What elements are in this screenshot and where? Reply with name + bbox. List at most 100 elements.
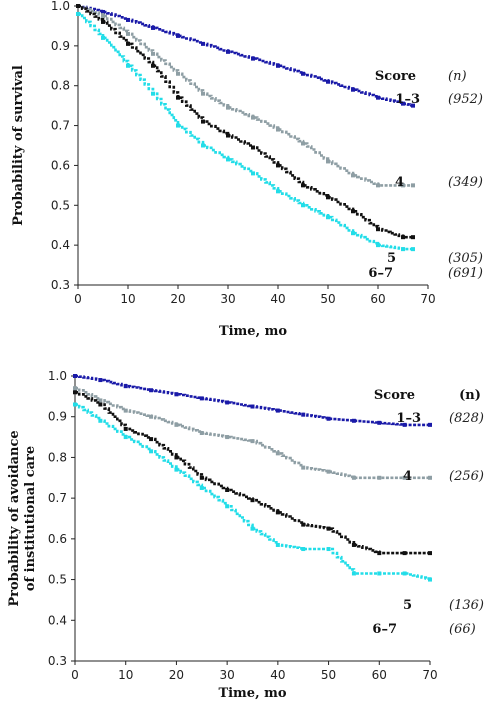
- data-point: [351, 542, 356, 547]
- data-point: [428, 475, 432, 480]
- data-point: [351, 571, 356, 576]
- data-point: [411, 183, 415, 188]
- x-tick-label: 10: [120, 292, 135, 306]
- data-point: [428, 551, 432, 556]
- data-point: [226, 105, 230, 110]
- data-point: [428, 577, 432, 582]
- data-point: [401, 235, 405, 240]
- data-point: [301, 71, 305, 76]
- y-tick-label: 0.7: [51, 119, 70, 133]
- data-point: [123, 426, 128, 431]
- data-point: [176, 123, 180, 128]
- data-point: [226, 157, 230, 162]
- data-point: [201, 143, 205, 148]
- data-point: [199, 475, 204, 480]
- data-point: [151, 25, 155, 30]
- series-line-1–3: [75, 374, 430, 427]
- data-point: [250, 498, 255, 503]
- series-score-label: 1–3: [396, 411, 421, 426]
- data-point: [101, 35, 105, 40]
- series-score-label: 6–7: [368, 266, 393, 281]
- data-point: [301, 522, 306, 527]
- y-tick-label: 0.6: [51, 158, 70, 172]
- data-point: [251, 145, 255, 150]
- legend-header-score: Score: [374, 388, 415, 403]
- data-point: [250, 439, 255, 444]
- data-point: [275, 408, 280, 413]
- data-point: [326, 195, 330, 200]
- x-tick-label: 70: [420, 292, 435, 306]
- data-point: [351, 475, 356, 480]
- data-point: [98, 418, 103, 423]
- x-tick-label: 40: [270, 668, 285, 682]
- data-point: [123, 435, 128, 440]
- data-point: [226, 133, 230, 138]
- data-point: [126, 31, 130, 36]
- data-point: [251, 115, 255, 120]
- legend-header-n: (n): [459, 388, 481, 403]
- data-point: [276, 189, 280, 194]
- y-tick-label: 0.5: [48, 573, 67, 587]
- data-point: [411, 247, 415, 252]
- data-point: [149, 437, 154, 442]
- data-point: [428, 422, 432, 427]
- data-point: [301, 412, 306, 417]
- y-tick-label: 0.9: [51, 39, 70, 53]
- data-point: [76, 4, 80, 8]
- data-point: [123, 408, 128, 413]
- data-point: [275, 510, 280, 515]
- y-tick-label: 0.8: [48, 450, 67, 464]
- data-point: [73, 390, 77, 395]
- data-point: [73, 386, 77, 391]
- x-tick-label: 50: [320, 292, 335, 306]
- data-point: [101, 13, 105, 18]
- data-point: [402, 475, 407, 480]
- data-point: [174, 467, 179, 472]
- data-point: [301, 547, 306, 552]
- data-point: [149, 449, 154, 454]
- data-point: [199, 431, 204, 435]
- data-point: [101, 9, 105, 14]
- series-n-label: (691): [448, 266, 483, 281]
- data-point: [149, 414, 154, 419]
- y-tick-label: 0.6: [48, 532, 67, 546]
- data-point: [123, 384, 128, 389]
- x-axis-label: Time, mo: [218, 686, 286, 701]
- series-n-label: (305): [448, 251, 483, 266]
- series-line-6–7: [78, 12, 413, 251]
- data-point: [326, 526, 331, 531]
- data-point: [326, 159, 330, 164]
- data-point: [174, 392, 179, 397]
- data-point: [250, 404, 255, 409]
- y-tick-label: 0.9: [48, 410, 67, 424]
- data-point: [401, 247, 405, 252]
- data-point: [376, 227, 380, 232]
- data-point: [401, 183, 405, 188]
- x-tick-label: 70: [422, 668, 437, 682]
- data-point: [351, 209, 355, 214]
- data-point: [251, 56, 255, 61]
- x-tick-label: 30: [220, 292, 235, 306]
- series-n-label: (828): [449, 411, 484, 426]
- x-tick-label: 20: [170, 292, 185, 306]
- data-point: [275, 542, 280, 547]
- data-point: [76, 11, 80, 16]
- y-tick-label: 0.4: [51, 238, 70, 252]
- data-point: [411, 103, 415, 108]
- data-point: [176, 71, 180, 76]
- y-tick-label: 1.0: [51, 0, 70, 13]
- data-point: [151, 51, 155, 56]
- data-point: [326, 416, 331, 421]
- y-tick-label: 0.4: [48, 613, 67, 627]
- data-point: [199, 485, 204, 490]
- data-point: [351, 87, 355, 92]
- data-point: [377, 475, 382, 480]
- series-line-4: [75, 386, 430, 480]
- y-axis-label: Probability of survival: [11, 65, 26, 226]
- series-score-label: 6–7: [372, 622, 397, 637]
- data-point: [326, 79, 330, 84]
- legend-header-n: (n): [448, 69, 467, 84]
- y-tick-label: 0.8: [51, 79, 70, 93]
- data-point: [149, 388, 154, 393]
- series-n-label: (256): [449, 469, 484, 484]
